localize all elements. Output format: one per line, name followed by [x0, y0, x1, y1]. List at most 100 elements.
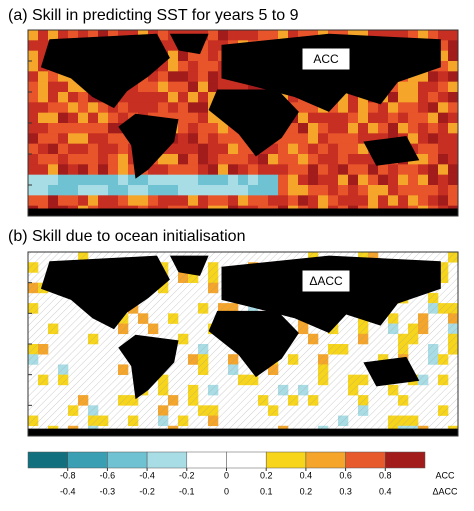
map-cell — [338, 92, 349, 103]
map-cell — [398, 164, 409, 175]
map-cell — [178, 50, 189, 62]
map-cell — [208, 112, 219, 124]
map-cell — [308, 112, 319, 124]
map-cell — [258, 154, 269, 165]
colorbar-segment — [146, 451, 188, 469]
map-panel: ACC — [27, 29, 459, 217]
map-cell — [438, 185, 449, 196]
map-cell — [78, 133, 89, 144]
map-cell — [208, 185, 219, 196]
map-cell — [178, 123, 189, 134]
map-cell — [28, 50, 39, 62]
map-cell — [48, 185, 59, 196]
map-cell — [118, 164, 129, 175]
map-cell — [438, 61, 449, 72]
map-cell — [48, 164, 59, 175]
map-cell — [78, 123, 89, 134]
map-cell — [148, 174, 159, 186]
map-cell — [58, 112, 69, 124]
colorbar-segment — [345, 451, 386, 469]
map-cell — [248, 30, 259, 41]
map-cell — [158, 30, 169, 41]
map-cell — [418, 71, 429, 82]
map-cell — [298, 123, 309, 134]
map-cell — [418, 102, 429, 113]
map-cell — [238, 174, 249, 186]
map-cell — [438, 92, 449, 103]
map-cell — [408, 133, 419, 144]
map-cell — [98, 164, 109, 175]
map-cell — [278, 154, 289, 165]
map-cell — [208, 71, 219, 82]
map-cell — [158, 81, 169, 93]
map-cell — [48, 133, 59, 144]
map-cell — [38, 143, 49, 155]
map-cell — [408, 92, 419, 103]
map-cell — [318, 133, 329, 144]
map-cell — [148, 92, 159, 103]
colorbar-segment — [226, 451, 267, 469]
map-cell — [328, 195, 339, 206]
map-cell — [138, 185, 149, 196]
map-cell — [378, 195, 389, 206]
map-cell — [278, 195, 289, 206]
map-cell — [98, 185, 109, 196]
map-cell — [158, 185, 169, 196]
map-cell — [308, 164, 319, 175]
map-cell — [388, 92, 399, 103]
map-cell — [168, 40, 179, 51]
map-cell — [68, 92, 79, 103]
map-cell — [78, 154, 89, 165]
map-cell — [388, 185, 399, 196]
map-cell — [268, 174, 279, 186]
map-cell — [438, 154, 449, 165]
map-cell — [208, 61, 219, 72]
map-cell — [198, 133, 209, 144]
map-cell — [118, 143, 129, 155]
map-cell — [358, 112, 369, 124]
map-cell — [58, 195, 69, 206]
map-cell — [358, 185, 369, 196]
map-cell — [48, 30, 59, 41]
map-cell — [88, 154, 99, 165]
map-cell — [308, 30, 319, 41]
map-cell — [438, 50, 449, 62]
map-cell — [448, 123, 459, 134]
map-cell — [268, 195, 279, 206]
map-cell — [98, 195, 109, 206]
map-cell — [338, 164, 349, 175]
map-cell — [358, 143, 369, 155]
map-cell — [218, 123, 229, 134]
map-cell — [58, 92, 69, 103]
map-cell — [298, 185, 309, 196]
map-cell — [228, 174, 239, 186]
map-cell — [298, 112, 309, 124]
map-cell — [358, 164, 369, 175]
map-cell — [338, 195, 349, 206]
map-cell — [398, 174, 409, 186]
map-cell — [418, 133, 429, 144]
map-cell — [68, 123, 79, 134]
colorbar-segment — [67, 451, 108, 469]
map-cell — [448, 50, 459, 62]
map-cell — [358, 133, 369, 144]
map-cell — [118, 102, 129, 113]
map-cell — [68, 30, 79, 41]
map-cell — [178, 143, 189, 155]
map-cell — [428, 30, 439, 41]
map-cell — [48, 81, 59, 93]
map-cell — [218, 143, 229, 155]
map-cell — [68, 133, 79, 144]
map-cell — [318, 123, 329, 134]
map-cell — [418, 112, 429, 124]
map-cell — [268, 185, 279, 196]
map-cell — [388, 112, 399, 124]
map-cell — [188, 174, 199, 186]
map-cell — [38, 195, 49, 206]
map-cell — [208, 174, 219, 186]
map-cell — [128, 92, 139, 103]
map-cell — [158, 195, 169, 206]
map-cell — [78, 92, 89, 103]
map-cell — [188, 195, 199, 206]
map-cell — [238, 164, 249, 175]
